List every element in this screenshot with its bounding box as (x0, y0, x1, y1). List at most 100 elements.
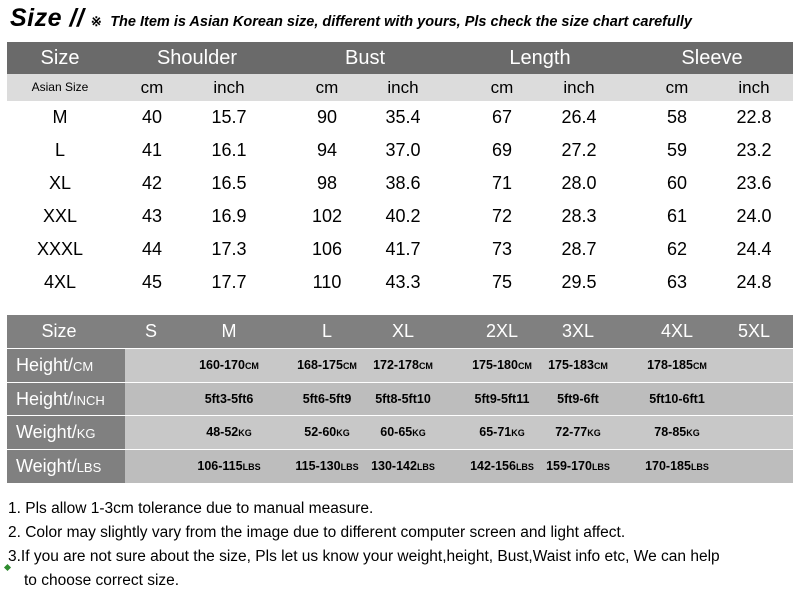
measure-cell: 98 (316, 173, 338, 193)
fit-value: 170-185 (645, 458, 691, 473)
fit-value-cell: 175-180CM (454, 349, 550, 382)
measure-table-header: Size Shoulder Bust Length Sleeve (7, 42, 793, 74)
fit-value: 130-142 (371, 458, 417, 473)
measure-cell: 28.7 (561, 239, 597, 259)
fit-value-cell: 170-185LBS (629, 450, 725, 483)
measure-cell: 38.6 (385, 173, 421, 193)
fit-value-unit: CM (692, 361, 707, 371)
table-row: XL 42 16.5 98 38.6 71 28.0 60 23.6 (7, 167, 793, 200)
fit-value: 5ft6-5ft9 (302, 391, 352, 406)
fit-header-cell: XL (391, 321, 415, 341)
table-row: XXXL 44 17.3 106 41.7 73 28.7 62 24.4 (7, 233, 793, 266)
fit-value-unit: CM (244, 361, 259, 371)
reference-mark: ※ (90, 14, 102, 29)
measure-cell: 72 (491, 206, 513, 226)
measure-cell: 37.0 (385, 140, 421, 160)
header-sleeve: Sleeve (681, 47, 743, 69)
fit-row: Weight/LBS 106-115LBS 115-130LBS 130-142LBS… (7, 449, 793, 483)
fit-value-unit: KG (336, 428, 350, 438)
subheader-unit: inch (738, 78, 770, 97)
subheader-unit: inch (213, 78, 245, 97)
table-row: L 41 16.1 94 37.0 69 27.2 59 23.2 (7, 134, 793, 167)
measure-cell: 17.7 (211, 272, 247, 292)
fit-header-cell: 3XL (561, 321, 595, 341)
measure-cell: 27.2 (561, 140, 597, 160)
measure-cell: 42 (141, 173, 163, 193)
measure-cell: 110 (312, 272, 342, 292)
measure-cell: 24.4 (736, 239, 772, 259)
fit-value: 178-185 (647, 358, 693, 372)
measure-cell: 24.0 (736, 206, 772, 226)
fit-row-label: Height/INCH (7, 382, 125, 416)
fit-value-unit: LBS (515, 461, 534, 472)
fit-row-label-text: Height/ (16, 388, 74, 409)
fit-header-cell: Size (41, 321, 77, 341)
measure-cell: 16.9 (211, 206, 247, 226)
size-cell: XXXL (36, 239, 84, 259)
fit-value-cell: 115-130LBS (279, 450, 375, 483)
measure-cell: 73 (491, 239, 513, 259)
fit-value-cell: 5ft9-5ft11 (454, 383, 550, 416)
size-cell: L (54, 140, 65, 160)
fit-row-unit: KG (76, 426, 96, 441)
fit-row-unit: LBS (76, 459, 102, 475)
fit-value-unit: LBS (340, 461, 359, 472)
fit-table: Size S M L XL 2XL 3XL 4XL 5XL Height/CM 160-170CM… (7, 315, 793, 483)
fit-value: 5ft9-6ft (557, 391, 599, 406)
fit-value-unit: KG (238, 428, 252, 438)
fit-value: 172-178 (373, 358, 419, 372)
fit-value: 52-60 (304, 425, 337, 439)
fit-value-unit: CM (342, 361, 357, 371)
measure-cell: 45 (141, 272, 163, 292)
fit-row: Height/INCH 5ft3-5ft6 5ft6-5ft9 5ft8-5ft10 5… (7, 382, 793, 416)
fit-value-cell: 160-170CM (181, 349, 277, 382)
fit-value-unit: CM (517, 361, 532, 371)
fit-value-unit: CM (593, 361, 608, 371)
fit-value: 5ft9-5ft11 (474, 391, 530, 406)
measure-table-body: M 40 15.7 90 35.4 67 26.4 58 22.8 L 41 16.1 94 37.0 69… (7, 101, 793, 299)
size-cell: 4XL (43, 272, 77, 292)
fit-value-cell: 178-185CM (629, 349, 725, 382)
fit-value-cell: 60-65KG (355, 416, 451, 449)
fit-value-unit: LBS (242, 461, 261, 472)
size-cell: XL (48, 173, 72, 193)
fit-header-cell: L (321, 321, 332, 341)
fit-value: 65-71 (479, 425, 512, 439)
notes: 1. Pls allow 1-3cm tolerance due to manu… (8, 497, 793, 593)
subheader-unit: inch (563, 78, 595, 97)
measure-cell: 26.4 (561, 107, 597, 127)
fit-value: 78-85 (654, 425, 687, 439)
fit-table-header: Size S M L XL 2XL 3XL 4XL 5XL (7, 315, 793, 348)
measure-cell: 94 (316, 140, 338, 160)
measure-cell: 59 (666, 140, 688, 160)
measure-cell: 102 (311, 206, 343, 226)
fit-row-label-text: Weight/ (16, 455, 77, 476)
measure-cell: 61 (666, 206, 688, 226)
measure-cell: 69 (491, 140, 513, 160)
fit-value-unit: LBS (690, 461, 709, 472)
header-size: Size (40, 47, 80, 69)
title-main: Size // (10, 4, 85, 32)
fit-row-label-text: Weight/ (16, 422, 77, 442)
fit-value: 5ft10-6ft1 (649, 391, 705, 406)
subheader-unit: cm (490, 78, 514, 97)
fit-value-cell: 5ft8-5ft10 (355, 383, 451, 416)
fit-row-label-text: Height/ (16, 355, 74, 375)
fit-value: 5ft8-5ft10 (375, 391, 431, 406)
fit-value: 168-175 (297, 358, 343, 372)
fit-value: 60-65 (380, 425, 413, 439)
header-bust: Bust (344, 47, 386, 69)
fit-row-label: Weight/KG (7, 416, 125, 449)
fit-value-cell: 130-142LBS (355, 450, 451, 483)
fit-header-cell: 5XL (737, 321, 771, 341)
fit-row-label: Weight/LBS (7, 449, 125, 483)
measure-table-subheader: Asian Size cm inch cm inch cm inch cm inch (7, 74, 793, 101)
row-divider (7, 415, 793, 416)
fit-header-cell: M (221, 321, 237, 341)
fit-value-cell: 52-60KG (279, 416, 375, 449)
fit-value: 175-180 (472, 358, 518, 372)
measure-cell: 75 (491, 272, 513, 292)
subheader-asian-size: Asian Size (31, 80, 89, 94)
measure-cell: 23.6 (736, 173, 772, 193)
fit-value-cell: 5ft6-5ft9 (279, 383, 375, 416)
